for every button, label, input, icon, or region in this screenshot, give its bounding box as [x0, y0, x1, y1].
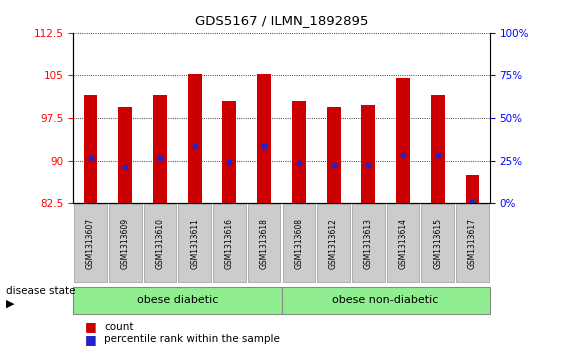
Bar: [292, 101, 306, 203]
Text: ■: ■: [84, 320, 96, 333]
Text: count: count: [104, 322, 133, 332]
Text: GSM1313609: GSM1313609: [121, 218, 129, 269]
Text: GDS5167 / ILMN_1892895: GDS5167 / ILMN_1892895: [195, 15, 368, 28]
Text: percentile rank within the sample: percentile rank within the sample: [104, 334, 280, 344]
Bar: [327, 107, 341, 203]
Text: GSM1313610: GSM1313610: [155, 218, 164, 269]
Bar: [83, 95, 97, 203]
Bar: [431, 95, 445, 203]
Text: GSM1313614: GSM1313614: [399, 218, 408, 269]
Text: disease state: disease state: [6, 286, 75, 296]
Text: GSM1313613: GSM1313613: [364, 218, 373, 269]
Text: GSM1313612: GSM1313612: [329, 218, 338, 269]
Bar: [153, 95, 167, 203]
Text: GSM1313616: GSM1313616: [225, 218, 234, 269]
Bar: [257, 74, 271, 203]
Text: obese non-diabetic: obese non-diabetic: [333, 295, 439, 305]
Text: GSM1313608: GSM1313608: [294, 218, 303, 269]
Text: GSM1313617: GSM1313617: [468, 218, 477, 269]
Text: ■: ■: [84, 333, 96, 346]
Bar: [361, 105, 375, 203]
Text: ▶: ▶: [6, 299, 14, 309]
Text: GSM1313615: GSM1313615: [434, 218, 442, 269]
Bar: [118, 107, 132, 203]
Bar: [466, 175, 480, 203]
Bar: [222, 101, 236, 203]
Bar: [396, 78, 410, 203]
Text: GSM1313611: GSM1313611: [190, 218, 199, 269]
Text: obese diabetic: obese diabetic: [137, 295, 218, 305]
Bar: [187, 74, 202, 203]
Text: GSM1313618: GSM1313618: [260, 218, 269, 269]
Text: GSM1313607: GSM1313607: [86, 218, 95, 269]
